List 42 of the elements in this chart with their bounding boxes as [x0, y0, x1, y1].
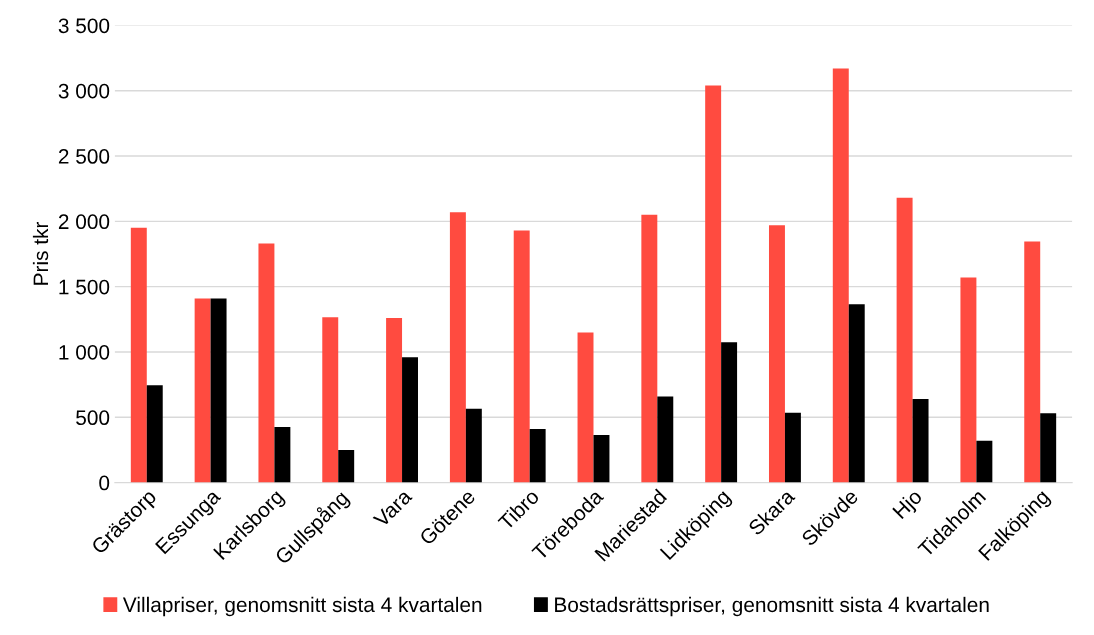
bar	[768, 225, 785, 483]
bar	[194, 298, 211, 483]
bar	[960, 277, 977, 483]
bar	[274, 427, 291, 483]
legend-label: Bostadsrättspriser, genomsnitt sista 4 kvartalen	[555, 596, 989, 617]
y-tick-label: 3 500	[58, 18, 110, 34]
y-axis-title: Pris tkr	[32, 221, 49, 285]
y-tick-label: 2 500	[58, 149, 110, 164]
bar	[1040, 413, 1057, 483]
bar	[832, 68, 849, 483]
bar	[577, 332, 594, 483]
bar	[705, 85, 722, 483]
y-tick-label: 2 000	[58, 214, 110, 230]
legend-label: Villapriser, genomsnitt sista 4 kvartalen	[122, 596, 482, 617]
bar	[721, 342, 738, 483]
bar	[338, 449, 355, 483]
bar	[513, 230, 530, 483]
bar	[449, 212, 466, 483]
y-tick-label: 1 500	[59, 279, 110, 295]
bar	[784, 412, 801, 483]
bar	[465, 408, 482, 483]
x-tick-label: Vara	[372, 488, 413, 529]
bar	[258, 243, 275, 483]
bar	[641, 214, 658, 483]
bar	[896, 197, 913, 483]
y-tick-label: 1 000	[59, 344, 110, 360]
bar	[1024, 241, 1041, 483]
y-tick-label: 500	[76, 410, 110, 426]
bar	[976, 440, 993, 483]
bar	[322, 317, 339, 483]
y-tick-label: 3 000	[58, 83, 110, 99]
bar	[146, 385, 163, 483]
bar	[210, 298, 227, 483]
bar	[130, 227, 147, 483]
bar	[848, 304, 865, 483]
bar	[386, 318, 403, 483]
bar	[593, 434, 610, 483]
bar	[529, 429, 546, 483]
y-tick-label: 0	[99, 475, 110, 491]
bar	[657, 396, 674, 483]
bar	[402, 357, 418, 483]
bar	[912, 399, 929, 483]
